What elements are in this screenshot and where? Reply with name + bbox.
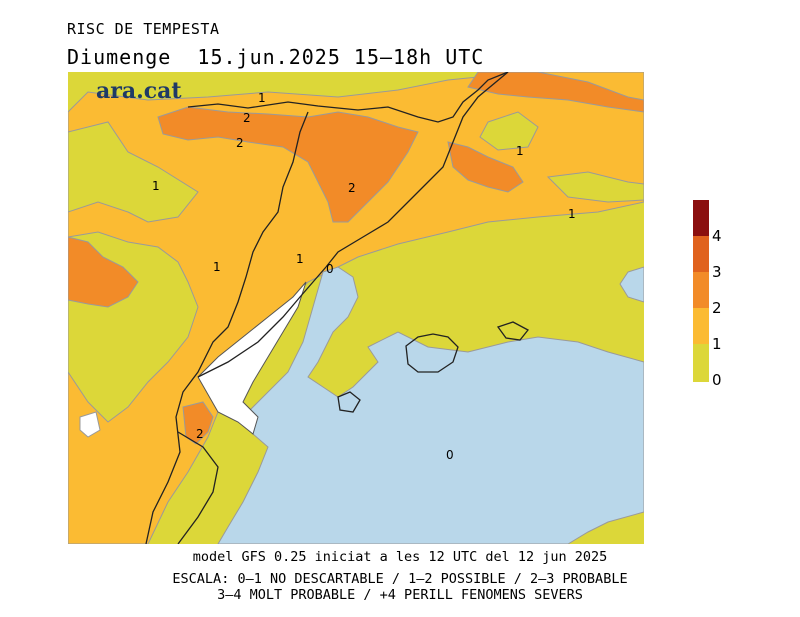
risk-legend xyxy=(693,200,709,382)
scale-description-line2: 3–4 MOLT PROBABLE / +4 PERILL FENOMENS S… xyxy=(217,587,583,603)
no-data-area-west xyxy=(79,411,101,438)
contour-label: 2 xyxy=(236,136,244,150)
level2-area-top xyxy=(467,72,644,113)
sea-area-east xyxy=(619,266,644,303)
ara-cat-logo: ara.cat xyxy=(96,78,182,104)
coastline-and-borders xyxy=(145,72,529,544)
legend-swatch-1 xyxy=(693,308,709,344)
map-subtitle: Diumenge 15.jun.2025 15–18h UTC xyxy=(67,45,485,69)
legend-label-2: 2 xyxy=(712,299,722,317)
contour-label: 1 xyxy=(296,252,304,266)
legend-swatch-4 xyxy=(693,200,709,236)
legend-label-1: 1 xyxy=(712,335,722,353)
model-info: model GFS 0.25 iniciat a les 12 UTC del … xyxy=(192,549,608,565)
contour-label: 1 xyxy=(152,179,160,193)
contour-label: 2 xyxy=(196,427,204,441)
storm-risk-map: 1 2 2 1 2 1 1 1 1 0 2 0 xyxy=(68,72,644,544)
contour-label: 2 xyxy=(348,181,356,195)
level0-patch-se xyxy=(546,171,644,203)
level2-area-pyrenees xyxy=(157,106,419,223)
map-canvas: 1 2 2 1 2 1 1 1 1 0 2 0 xyxy=(68,72,644,544)
level0-patch-north xyxy=(68,121,199,223)
contour-label: 1 xyxy=(568,207,576,221)
sea-area xyxy=(217,266,644,544)
legend-label-0: 0 xyxy=(712,371,722,389)
contour-label: 0 xyxy=(446,448,454,462)
level2-area-northeast xyxy=(447,141,524,193)
contour-label: 0 xyxy=(326,262,334,276)
legend-swatch-3 xyxy=(693,236,709,272)
scale-description-line1: ESCALA: 0–1 NO DESCARTABLE / 1–2 POSSIBL… xyxy=(172,571,628,587)
legend-label-4: 4 xyxy=(712,227,722,245)
contour-label: 2 xyxy=(243,111,251,125)
legend-swatch-0 xyxy=(693,344,709,382)
map-title: RISC DE TEMPESTA xyxy=(67,20,220,38)
level2-area-west xyxy=(68,236,139,308)
contour-label: 1 xyxy=(516,144,524,158)
legend-swatch-2 xyxy=(693,272,709,308)
level0-patch-east xyxy=(479,111,539,151)
contour-label: 1 xyxy=(258,91,266,105)
contour-label: 1 xyxy=(213,260,221,274)
legend-label-3: 3 xyxy=(712,263,722,281)
